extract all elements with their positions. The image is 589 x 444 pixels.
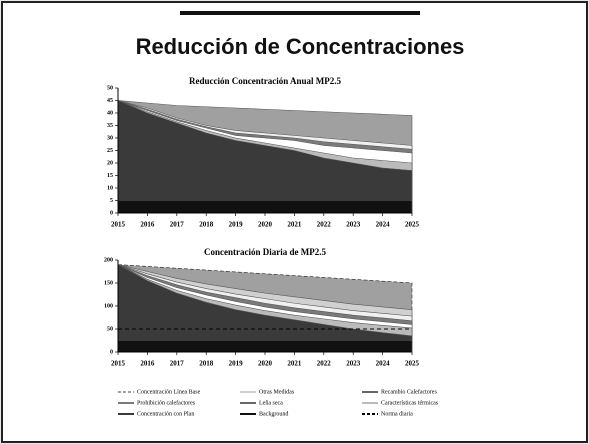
legend-label: Leña seca [259,400,283,406]
legend-label: Recambio Calefactores [381,388,437,395]
x-tick-label: 2015 [111,221,126,229]
x-tick-label: 2018 [199,360,214,368]
y-tick-label: 0 [110,210,113,216]
y-tick-label: 10 [107,185,113,191]
x-tick-label: 2021 [287,221,302,229]
x-tick-label: 2019 [229,221,244,229]
x-tick-label: 2025 [405,221,420,229]
x-tick-label: 2025 [405,360,420,368]
area [117,200,413,214]
x-tick-label: 2020 [258,360,273,368]
chart-title: Reducción Concentración Anual MP2.5 [189,76,341,86]
x-tick-label: 2015 [111,360,126,368]
area [117,340,413,353]
x-tick-label: 2021 [287,360,302,368]
x-tick-label: 2016 [140,221,155,229]
y-tick-label: 200 [104,257,113,263]
y-tick-label: 150 [104,280,113,286]
x-tick-label: 2018 [199,221,214,229]
x-tick-label: 2019 [229,360,244,368]
y-tick-label: 5 [110,198,113,204]
chart-title: Concentración Diaria de MP2.5 [204,247,326,257]
x-tick-label: 2023 [346,360,361,368]
legend-label: Otras Medidas [259,389,295,395]
y-tick-label: 100 [104,303,113,309]
x-tick-label: 2024 [376,360,391,368]
legend-label: Concentración con Plan [137,411,194,417]
x-tick-label: 2022 [317,221,332,229]
x-tick-label: 2017 [170,221,185,229]
legend-label: Características térmicas [381,400,439,406]
y-tick-label: 50 [107,326,113,332]
x-tick-label: 2016 [140,360,155,368]
slide-title: Reducción de Concentraciones [136,34,465,59]
x-tick-label: 2023 [346,221,361,229]
x-tick-label: 2020 [258,221,273,229]
x-tick-label: 2017 [170,360,185,368]
x-tick-label: 2024 [376,221,391,229]
y-tick-label: 20 [107,160,113,166]
x-tick-label: 2022 [317,360,332,368]
y-tick-label: 0 [110,349,113,355]
y-tick-label: 15 [107,173,113,179]
y-tick-label: 50 [107,85,113,91]
y-tick-label: 25 [107,148,113,154]
y-tick-label: 40 [107,110,113,116]
legend-label: Norma diaria [381,411,413,417]
y-tick-label: 35 [107,123,113,129]
y-tick-label: 45 [107,98,113,104]
legend-label: Prohibición calefactores [137,399,196,406]
legend-label: Concentración Línea Base [137,389,201,395]
legend-label: Background [259,411,288,417]
y-tick-label: 30 [107,135,113,141]
